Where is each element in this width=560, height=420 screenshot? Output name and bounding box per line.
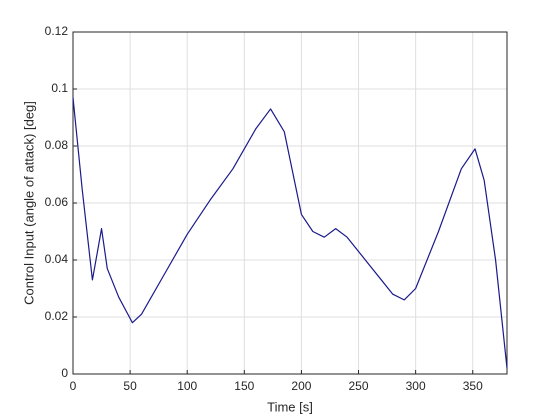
line bbox=[72, 97, 508, 369]
y-tick-label: 0.04 bbox=[45, 252, 69, 266]
x-tick-label: 250 bbox=[349, 379, 369, 393]
y-tick-label: 0 bbox=[61, 366, 68, 380]
y-tick-label: 0.06 bbox=[45, 195, 69, 209]
x-tick-label: 200 bbox=[291, 379, 311, 393]
x-tick-label: 150 bbox=[234, 379, 254, 393]
axes-box bbox=[72, 31, 508, 375]
x-tick-label: 50 bbox=[123, 379, 137, 393]
x-axis-label: Time [s] bbox=[267, 399, 313, 414]
x-tick-label: 350 bbox=[463, 379, 483, 393]
y-tick-label: 0.1 bbox=[51, 81, 68, 95]
y-tick-label: 0.08 bbox=[45, 138, 69, 152]
y-tick-label: 0.02 bbox=[45, 309, 69, 323]
y-axis-label: Control Input (angle of attack) [deg] bbox=[21, 101, 36, 305]
x-tick-label: 0 bbox=[70, 379, 77, 393]
y-tick-label: 0.12 bbox=[45, 24, 69, 38]
x-tick-label: 300 bbox=[406, 379, 426, 393]
x-tick-label: 100 bbox=[177, 379, 197, 393]
